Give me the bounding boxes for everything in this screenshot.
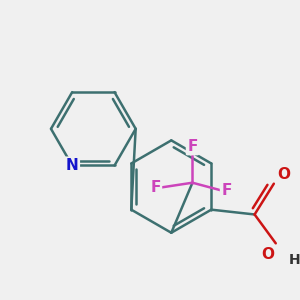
Text: F: F [150, 180, 161, 195]
Text: O: O [278, 167, 291, 182]
Text: F: F [221, 183, 232, 198]
Text: H: H [289, 253, 300, 267]
Text: N: N [66, 158, 79, 173]
Text: O: O [261, 247, 274, 262]
Text: F: F [187, 139, 198, 154]
